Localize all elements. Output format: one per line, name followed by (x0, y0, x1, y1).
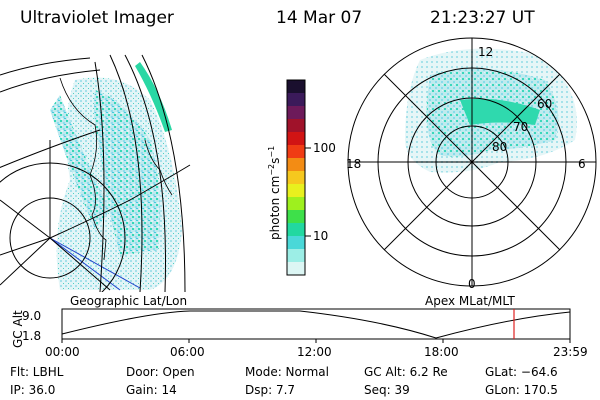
colorbar-cell (287, 106, 305, 120)
timeline-ticks (61, 339, 571, 343)
colorbar-cell (287, 236, 305, 250)
colorbar-cell (287, 210, 305, 224)
colorbar-cell (287, 132, 305, 146)
status-gc-alt: GC Alt: 6.2 Re (364, 365, 448, 379)
timeline-left-label: Geographic Lat/Lon (70, 294, 188, 308)
status-dsp: Dsp: 7.7 (245, 383, 296, 397)
status-gain: Gain: 14 (126, 383, 177, 397)
date-label: 14 Mar 07 (276, 8, 363, 28)
status-filter: Flt: LBHL (10, 365, 64, 379)
lat-label-60: 60 (537, 97, 553, 111)
mlt-label-6: 6 (578, 157, 586, 171)
colorbar-cell (287, 145, 305, 159)
colorbar-cell (287, 262, 305, 276)
time-label: 21:23:27 UT (430, 8, 535, 28)
mlt-label-0: 0 (468, 277, 476, 291)
mlt-label-12: 12 (478, 45, 494, 59)
mlt-label-18: 18 (346, 157, 362, 171)
colorbar-frame (286, 79, 306, 276)
colorbar-cell (287, 171, 305, 185)
timeline-ytick-1.8: 1.8 (22, 329, 42, 343)
timeline-xtick-1200: 12:00 (297, 345, 332, 359)
status-ip: IP: 36.0 (10, 383, 56, 397)
colorbar-cell (287, 184, 305, 198)
colorbar-tick-label-10: 10 (313, 229, 329, 243)
status-glon: GLon: 170.5 (485, 383, 558, 397)
status-mode: Mode: Normal (245, 365, 329, 379)
colorbar-cell (287, 93, 305, 107)
colorbar-cells (287, 80, 305, 276)
status-door: Door: Open (126, 365, 195, 379)
colorbar-cell (287, 197, 305, 211)
status-glat: GLat: −64.6 (485, 365, 558, 379)
altitude-curve (61, 310, 571, 339)
timeline-xtick-0600: 06:00 (170, 345, 205, 359)
timeline-xtick-1800: 18:00 (424, 345, 459, 359)
timeline-right-label: Apex MLat/MLT (425, 294, 515, 308)
timeline-xtick-2359: 23:59 (553, 345, 588, 359)
lat-label-70: 70 (513, 120, 529, 134)
timeline-xtick-0000: 00:00 (45, 345, 80, 359)
colorbar-cell (287, 80, 305, 94)
colorbar-cell (287, 223, 305, 237)
colorbar-tick-label-100: 100 (313, 141, 336, 155)
colorbar-cell (287, 249, 305, 263)
timeline-ytick-9: 9.0 (22, 309, 42, 323)
lat-label-80: 80 (492, 140, 508, 154)
colorbar-cell (287, 119, 305, 133)
polar-diagonal-2 (383, 73, 561, 251)
instrument-title: Ultraviolet Imager (20, 8, 174, 28)
colorbar-cell (287, 158, 305, 172)
status-seq: Seq: 39 (364, 383, 410, 397)
